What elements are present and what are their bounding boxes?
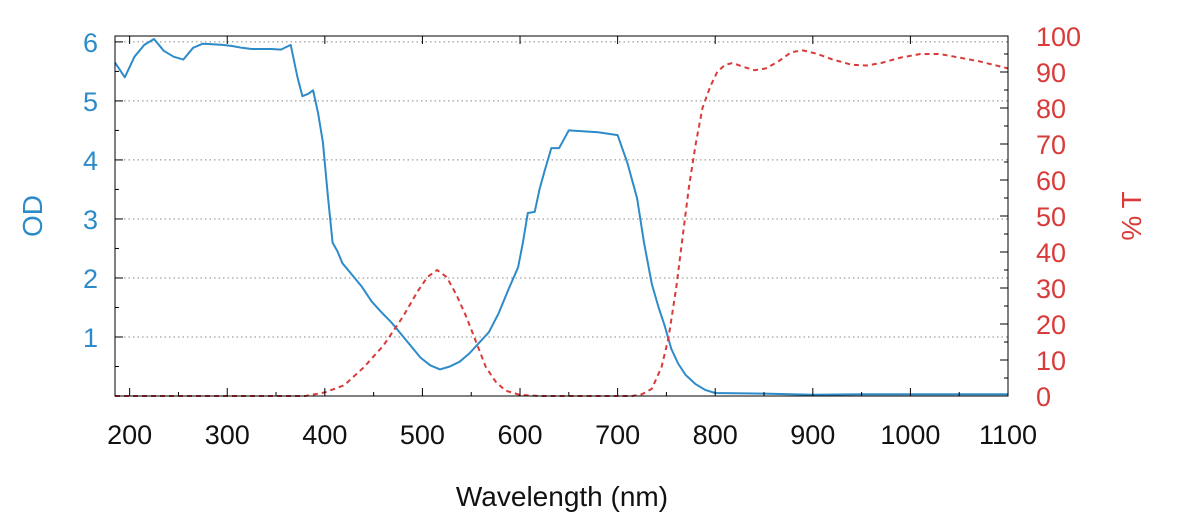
- x-tick-label: 200: [107, 420, 152, 450]
- y-left-tick-label: 4: [83, 146, 98, 176]
- x-tick-label: 700: [595, 420, 640, 450]
- y-right-tick-label: 30: [1036, 274, 1066, 304]
- y-left-tick-label: 6: [83, 28, 98, 58]
- y-right-tick-label: 40: [1036, 238, 1066, 268]
- od-series-line: [114, 38, 1008, 396]
- y-right-tick-label: 70: [1036, 130, 1066, 160]
- y-right-tick-label: 90: [1036, 58, 1066, 88]
- y-right-tick-label: 10: [1036, 346, 1066, 376]
- plot-frame: [114, 35, 1009, 397]
- y-right-tick-label: 60: [1036, 166, 1066, 196]
- y-axis-left-title: OD: [17, 195, 48, 237]
- y-right-tick-label: 0: [1036, 382, 1051, 412]
- y-left-tick-label: 2: [83, 264, 98, 294]
- y-left-tick-label: 1: [83, 323, 98, 353]
- y-axis-right-title: % T: [1116, 191, 1147, 240]
- x-tick-label: 400: [302, 420, 347, 450]
- y-left-tick-label: 3: [83, 205, 98, 235]
- plot-series: [114, 38, 1009, 397]
- x-tick-label: 1000: [880, 420, 940, 450]
- axis-ticks: [115, 35, 1009, 397]
- x-tick-label: 1100: [979, 420, 1037, 450]
- x-tick-label: 900: [790, 420, 835, 450]
- x-tick-label: 800: [693, 420, 738, 450]
- x-tick-label: 300: [205, 420, 250, 450]
- axis-tick-labels: 200 300 400 500 600 700 800 900 1000 110012345601…: [83, 22, 1081, 450]
- grid-lines: [115, 41, 1008, 338]
- y-right-tick-label: 50: [1036, 202, 1066, 232]
- x-tick-label: 600: [497, 420, 542, 450]
- y-right-tick-label: 20: [1036, 310, 1066, 340]
- y-right-tick-label: 100: [1036, 22, 1081, 52]
- transmission-series-line: [115, 49, 1009, 397]
- x-tick-label: 500: [400, 420, 445, 450]
- x-axis-title: Wavelength (nm): [456, 481, 668, 512]
- y-right-tick-label: 80: [1036, 94, 1066, 124]
- y-left-tick-label: 5: [83, 87, 98, 117]
